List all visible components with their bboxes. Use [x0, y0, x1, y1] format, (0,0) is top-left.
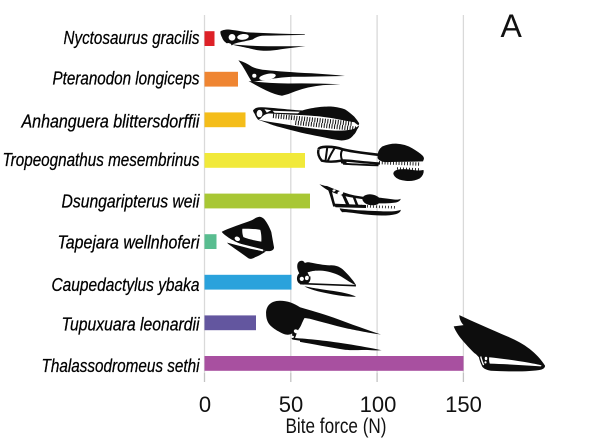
svg-text:Caupedactylus ybaka: Caupedactylus ybaka: [52, 275, 200, 295]
svg-text:150: 150: [445, 392, 482, 417]
svg-text:Thalassodromeus sethi: Thalassodromeus sethi: [42, 356, 201, 376]
svg-text:Pteranodon longiceps: Pteranodon longiceps: [53, 69, 200, 89]
svg-text:Tupuxuara leonardii: Tupuxuara leonardii: [62, 315, 201, 335]
svg-text:Tapejara wellnhoferi: Tapejara wellnhoferi: [58, 233, 201, 253]
svg-text:Dsungaripterus weii: Dsungaripterus weii: [62, 192, 201, 212]
svg-text:50: 50: [279, 392, 303, 417]
svg-text:Tropeognathus mesembrinus: Tropeognathus mesembrinus: [3, 150, 200, 170]
svg-text:Bite force (N): Bite force (N): [286, 415, 387, 438]
svg-text:A: A: [501, 8, 523, 44]
svg-text:Nyctosaurus gracilis: Nyctosaurus gracilis: [64, 28, 200, 48]
svg-text:0: 0: [199, 392, 211, 417]
svg-text:100: 100: [360, 392, 397, 417]
svg-text:Anhanguera blittersdorffii: Anhanguera blittersdorffii: [21, 112, 201, 132]
